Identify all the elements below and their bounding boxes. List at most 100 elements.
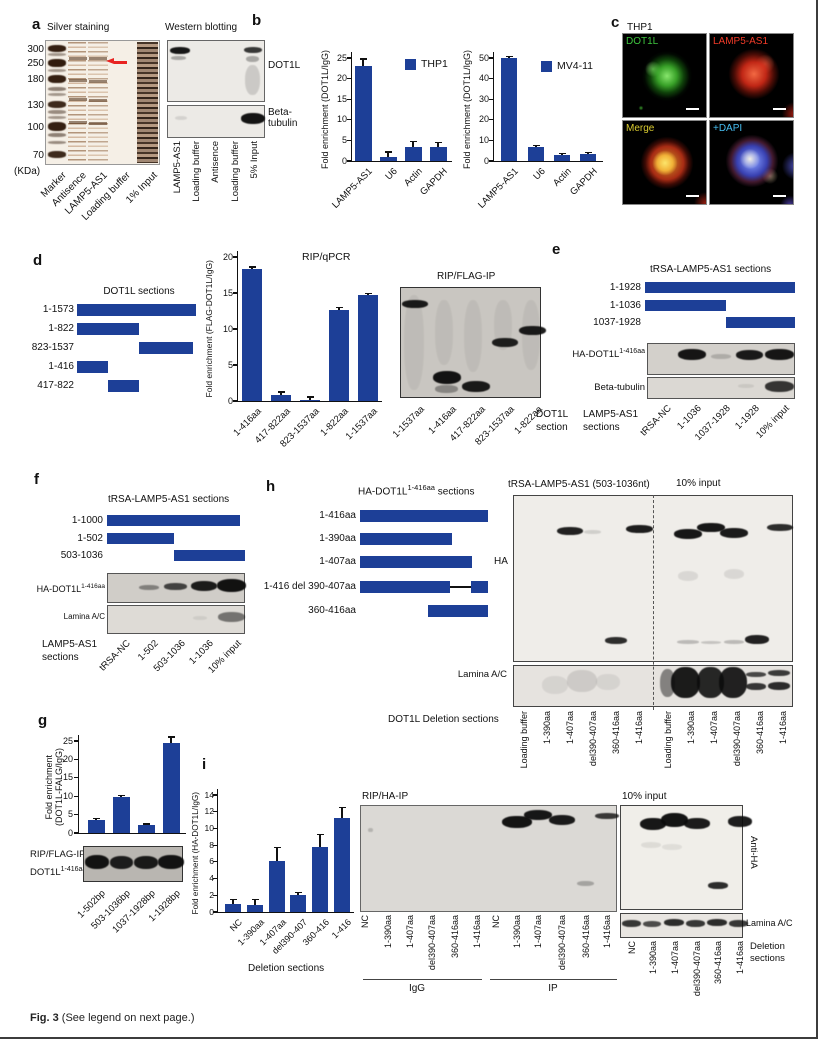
y-axis-title: Fold enrichment (DOT1L/IgG): [460, 46, 474, 173]
y-tick: [347, 78, 351, 80]
y-tick: [489, 119, 493, 121]
section-bar: [107, 533, 174, 544]
error-bar-cap: [409, 140, 417, 142]
section-label: 503-1036: [60, 550, 103, 561]
blot-band: [724, 640, 744, 644]
y-tick-label: 10: [336, 114, 347, 125]
caption-text: (See legend on next page.): [58, 1012, 195, 1024]
section-label: 1-416: [48, 361, 74, 372]
lane-label: NC: [491, 915, 501, 928]
blot-band: [664, 919, 684, 926]
lane-label: del390-407aa: [732, 711, 742, 767]
bar: [247, 905, 263, 912]
y-tick: [489, 139, 493, 141]
blot-band: [765, 381, 794, 392]
y-tick-label: 10: [478, 134, 489, 145]
igg-group-label: IgG: [408, 983, 426, 994]
section-bar: [107, 515, 240, 526]
y-tick: [347, 160, 351, 162]
blot-band: [170, 47, 190, 54]
blot-band: [241, 113, 265, 124]
blot-band: [640, 818, 666, 830]
y-tick-label: 20: [478, 114, 489, 125]
y-tick-label: 15: [222, 287, 233, 298]
y-tick: [213, 827, 217, 830]
y-tick: [489, 98, 493, 100]
blot-band: [164, 583, 187, 590]
caption-number: Fig. 3: [30, 1012, 59, 1024]
lane-label: 1-407aa: [709, 711, 719, 745]
section-bar: [360, 581, 450, 593]
blot-band: [217, 579, 246, 592]
y-tick: [233, 364, 237, 366]
deletion-line: [450, 586, 471, 588]
panel-g-label: g: [38, 712, 48, 729]
blot-band: [643, 921, 661, 927]
y-axis-title: Fold enrichment (DOT1L-FALG/IgG): [40, 729, 68, 845]
blot-band: [678, 571, 698, 581]
blot-band: [549, 815, 575, 825]
blot-band: [708, 882, 728, 889]
scale-bar: [686, 107, 699, 110]
error-bar: [412, 141, 414, 147]
y-tick: [233, 256, 237, 258]
y-tick: [233, 328, 237, 330]
g-antibody-label: DOT1L1-416aa: [30, 866, 86, 878]
y-tick-label: 10: [222, 323, 233, 334]
blot-band: [494, 300, 512, 350]
y-tick: [74, 777, 78, 779]
lane-label: 1-416aa: [634, 711, 644, 745]
error-bar-cap: [277, 391, 285, 393]
y-tick-label: 10: [62, 790, 73, 801]
i-input-blot-title: 10% input: [622, 791, 667, 802]
bar: [379, 157, 397, 161]
blot-band: [765, 349, 794, 360]
bar: [404, 146, 422, 161]
kda-marker-label: 100: [27, 122, 44, 133]
marker-band: [48, 151, 66, 158]
g-antibody-base: DOT1L: [30, 867, 61, 879]
y-tick: [233, 400, 237, 402]
blot-band: [746, 683, 766, 690]
x-axis: [78, 833, 186, 835]
error-bar-cap: [364, 293, 372, 295]
h-sections-title: HA-DOT1L1-416aa sections: [358, 483, 474, 497]
y-tick: [489, 57, 493, 59]
panel-d-label: d: [33, 252, 43, 269]
y-tick-label: 20: [222, 251, 233, 262]
y-tick-label: 25: [62, 735, 73, 746]
section-label: 1-407aa: [319, 556, 356, 567]
blot-band: [492, 338, 518, 347]
y-tick: [74, 832, 78, 834]
bar: [162, 742, 180, 833]
bar: [329, 309, 349, 401]
bar: [269, 861, 285, 912]
i-anti-ha-text: Anti-HA: [748, 836, 759, 869]
error-bar: [251, 267, 253, 270]
bar: [312, 846, 328, 912]
marker-band: [48, 45, 66, 52]
error-bar: [232, 899, 234, 905]
h-lanes-axis-label: DOT1L Deletion sections: [388, 714, 499, 725]
scale-bar: [686, 194, 699, 197]
e-lanes-label1: LAMP5-AS1: [583, 409, 639, 420]
dot1l-section-axis-label: DOT1L: [536, 409, 569, 420]
e-antibody-sup: 1-416aa: [619, 348, 645, 355]
f-lamina-label: Lamina A/C: [63, 612, 105, 621]
marker-band: [48, 141, 66, 144]
f-antibody-label: HA-DOT1L1-416aa: [26, 583, 105, 594]
dot1l-section-axis-label2: section: [536, 422, 568, 433]
section-bar: [139, 342, 193, 354]
y-tick-label: 20: [336, 73, 347, 84]
section-label: 1-1000: [71, 515, 103, 526]
y-axis-title: Fold enrichment (DOT1L/IgG): [318, 46, 332, 173]
marker-band: [48, 75, 66, 83]
blot-band: [745, 635, 769, 644]
blot-band: [729, 920, 748, 927]
error-bar-cap: [229, 898, 237, 901]
error-bar: [319, 834, 321, 847]
blot-band: [677, 640, 699, 644]
legend-label: MV4-11: [557, 60, 593, 72]
section-label: 1-390aa: [319, 533, 356, 544]
i-deletion-label1: Deletion: [750, 941, 785, 952]
